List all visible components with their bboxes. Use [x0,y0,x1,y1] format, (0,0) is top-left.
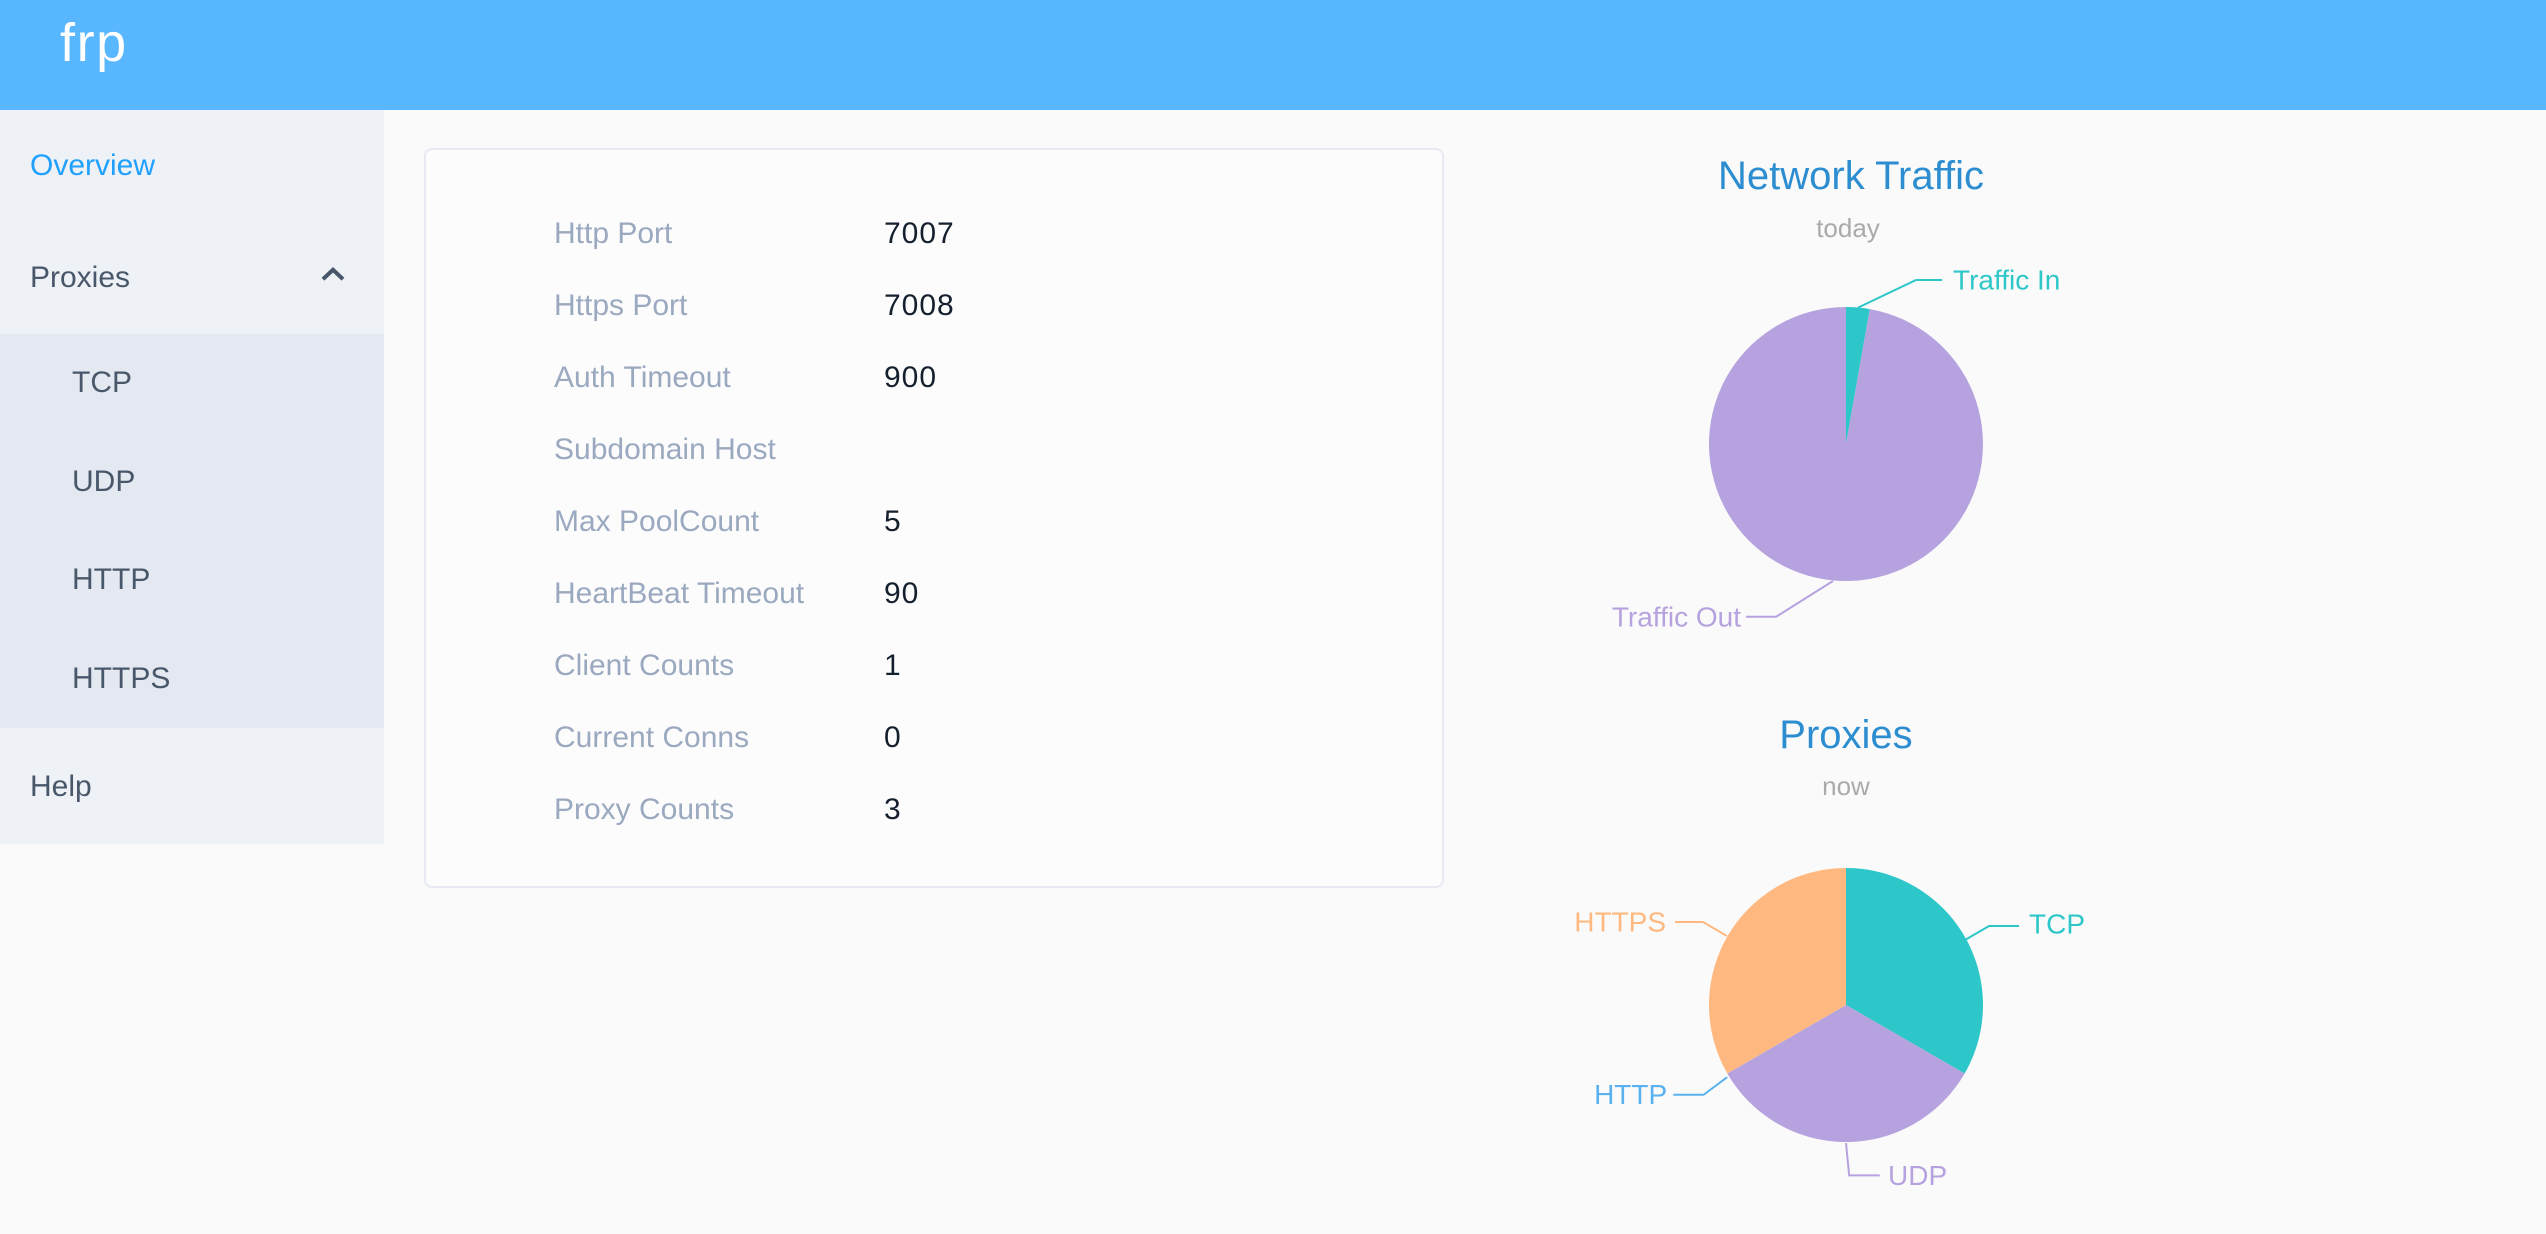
svg-text:HTTP: HTTP [1594,1079,1667,1110]
svg-text:Traffic Out: Traffic Out [1612,601,1741,632]
svg-text:TCP: TCP [2029,909,2085,940]
svg-text:Traffic In: Traffic In [1953,265,2060,296]
svg-text:HTTPS: HTTPS [1574,907,1666,938]
svg-text:Network Traffic: Network Traffic [1718,154,1984,198]
svg-text:UDP: UDP [1888,1160,1947,1191]
svg-text:Proxies: Proxies [1779,713,1912,757]
svg-text:today: today [1816,213,1880,243]
svg-text:now: now [1822,771,1870,801]
